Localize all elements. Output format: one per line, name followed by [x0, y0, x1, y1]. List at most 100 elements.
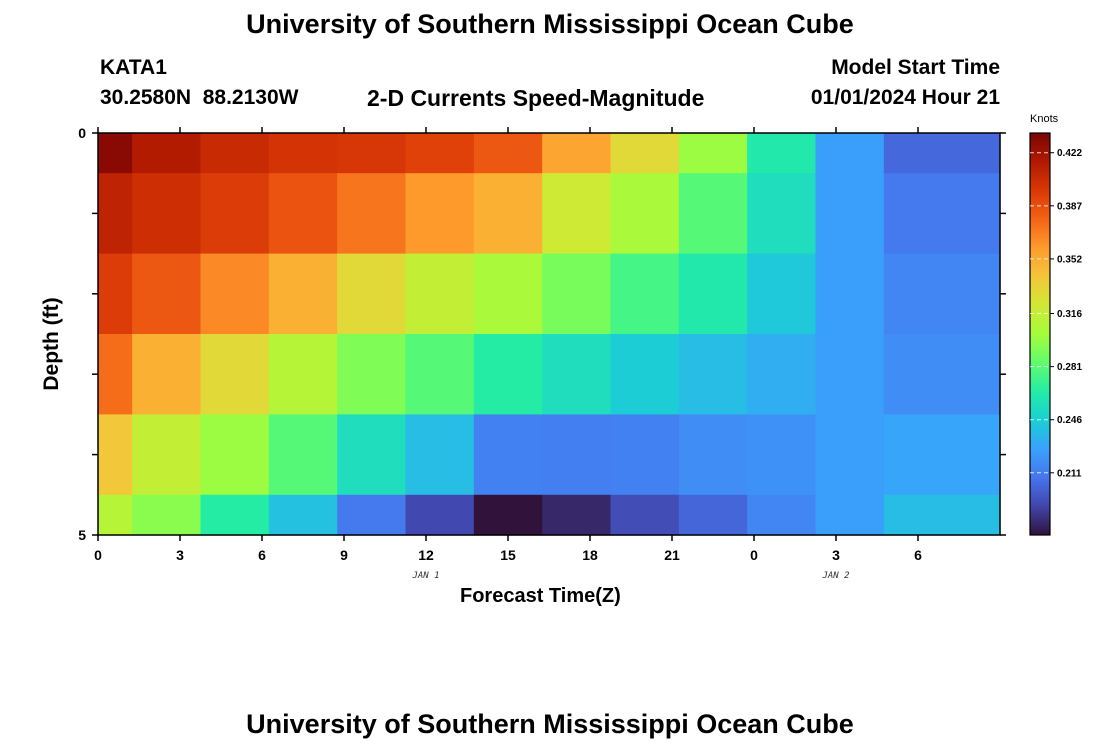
- heatmap-cell: [268, 173, 338, 255]
- heatmap-cell: [542, 334, 612, 415]
- heatmap-cell: [405, 253, 475, 335]
- heatmap-cell: [337, 253, 407, 335]
- heatmap-cell: [132, 334, 202, 415]
- heatmap-cell: [132, 253, 202, 335]
- x-axis-label: Forecast Time(Z): [460, 585, 621, 607]
- x-tick-label: 15: [500, 547, 516, 563]
- heatmap-cell: [815, 253, 885, 335]
- x-tick-label: 9: [340, 547, 348, 563]
- x-tick-label: 3: [832, 547, 840, 563]
- heatmap-cell: [678, 494, 748, 536]
- heatmap-cell: [815, 414, 885, 496]
- heatmap-cell: [337, 494, 407, 536]
- heatmap-cell: [337, 133, 407, 174]
- station-id: KATA1: [100, 56, 167, 79]
- colorbar-tick-label: 0.422: [1057, 148, 1082, 159]
- heatmap-cell: [610, 414, 680, 496]
- heatmap-cell: [405, 494, 475, 536]
- heatmap-cell: [815, 133, 885, 174]
- heatmap-cell: [747, 173, 817, 255]
- heatmap-cell: [815, 334, 885, 415]
- heatmap-cell: [200, 173, 270, 255]
- heatmap-cell: [98, 414, 133, 496]
- plot-frame: [97, 132, 1001, 536]
- heatmap-cell: [132, 414, 202, 496]
- heatmap-cell: [132, 173, 202, 255]
- heatmap-cell: [473, 253, 543, 335]
- heatmap-cell: [542, 253, 612, 335]
- heatmap-cell: [678, 173, 748, 255]
- heatmap-cell: [610, 133, 680, 174]
- heatmap-cell: [405, 133, 475, 174]
- heatmap-cell: [98, 253, 133, 335]
- heatmap-cell: [747, 133, 817, 174]
- heatmap-cell: [473, 334, 543, 415]
- heatmap-cell: [200, 334, 270, 415]
- heatmap-cell: [542, 133, 612, 174]
- main-title: University of Southern Mississippi Ocean…: [246, 9, 854, 39]
- heatmap-cell: [405, 173, 475, 255]
- heatmap-cell: [473, 414, 543, 496]
- heatmap-cell: [200, 133, 270, 174]
- heatmap-cell: [747, 253, 817, 335]
- heatmap-cell: [747, 334, 817, 415]
- heatmap-cell: [405, 334, 475, 415]
- colorbar: [1029, 132, 1051, 536]
- x-tick-label: 18: [582, 547, 598, 563]
- heatmap-cell: [473, 173, 543, 255]
- heatmap-cell: [747, 414, 817, 496]
- heatmap-cell: [132, 133, 202, 174]
- x-tick-label: 0: [750, 547, 758, 563]
- colorbar-tick-label: 0.211: [1057, 468, 1082, 479]
- heatmap-cell: [268, 494, 338, 536]
- heatmap-cell: [610, 173, 680, 255]
- heatmap-cell: [473, 133, 543, 174]
- heatmap-cell: [678, 414, 748, 496]
- date-label: JAN 1: [411, 571, 439, 581]
- heatmap-cell: [815, 494, 885, 536]
- heatmap-cell: [405, 414, 475, 496]
- heatmap-cell: [610, 253, 680, 335]
- colorbar-label: Knots: [1030, 113, 1059, 125]
- x-tick-label: 6: [914, 547, 922, 563]
- colorbar-tick-label: 0.281: [1057, 362, 1082, 373]
- x-tick-label: 0: [94, 547, 102, 563]
- heatmap-cell: [542, 414, 612, 496]
- heatmap-cell: [815, 173, 885, 255]
- heatmap-cell: [678, 334, 748, 415]
- heatmap-cell: [98, 334, 133, 415]
- station-coordinates: 30.2580N 88.2130W: [100, 86, 299, 109]
- x-tick-label: 3: [176, 547, 184, 563]
- heatmap-cell: [883, 494, 1001, 536]
- heatmap-cell: [268, 334, 338, 415]
- heatmap-cell: [883, 133, 1001, 174]
- heatmap-cell: [337, 334, 407, 415]
- x-tick-label: 6: [258, 547, 266, 563]
- heatmap-cell: [678, 133, 748, 174]
- heatmap-cell: [610, 494, 680, 536]
- heatmap-cell: [883, 173, 1001, 255]
- chart-subtitle: 2-D Currents Speed-Magnitude: [367, 85, 705, 111]
- heatmap-cell: [883, 334, 1001, 415]
- heatmap-cell: [132, 494, 202, 536]
- colorbar-tick-label: 0.246: [1057, 415, 1082, 426]
- heatmap-cell: [337, 173, 407, 255]
- heatmap-cell: [610, 334, 680, 415]
- heatmap-cell: [98, 133, 133, 174]
- model-start-label: Model Start Time: [831, 56, 1000, 79]
- heatmap-cell: [200, 253, 270, 335]
- heatmap-cell: [268, 133, 338, 174]
- colorbar-tick-label: 0.316: [1057, 309, 1082, 320]
- y-tick-label: 5: [78, 527, 86, 543]
- x-tick-label: 12: [418, 547, 434, 563]
- heatmap-cell: [473, 494, 543, 536]
- x-tick-label: 21: [664, 547, 680, 563]
- heatmap-cell: [542, 173, 612, 255]
- colorbar-tick-label: 0.387: [1057, 201, 1082, 212]
- heatmap-cell: [200, 494, 270, 536]
- heatmap-cell: [200, 414, 270, 496]
- y-tick-label: 0: [78, 125, 86, 141]
- heatmap-cell: [542, 494, 612, 536]
- colorbar-tick-label: 0.352: [1057, 254, 1082, 265]
